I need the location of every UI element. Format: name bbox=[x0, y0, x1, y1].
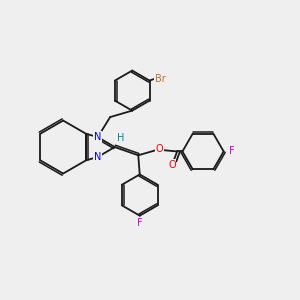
Text: Br: Br bbox=[155, 74, 166, 84]
Text: O: O bbox=[155, 144, 163, 154]
Text: H: H bbox=[118, 133, 125, 142]
Text: F: F bbox=[229, 146, 235, 157]
Text: O: O bbox=[168, 160, 176, 170]
Text: N: N bbox=[94, 152, 101, 162]
Text: F: F bbox=[137, 218, 142, 228]
Text: N: N bbox=[94, 132, 101, 142]
